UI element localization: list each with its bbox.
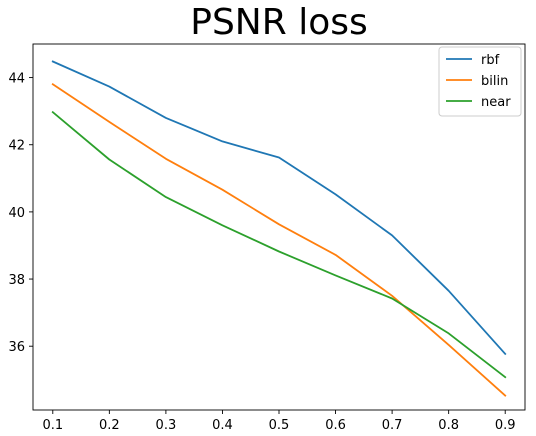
y-tick-label: 44 [8,72,25,87]
y-tick-label: 36 [8,340,25,355]
x-tick-label: 0.2 [99,418,120,432]
plot-area: 0.1 0.2 0.3 0.4 0.5 0.6 0.7 0.8 0.9 36 38 40 42 44 [8,43,526,433]
legend-label-rbf: rbf [481,53,500,68]
x-tick-label: 0.4 [212,418,233,432]
x-tick-label: 0.1 [42,418,63,432]
series-line-rbf [51,60,507,356]
y-tick-label: 42 [8,139,25,154]
legend-label-near: near [481,95,511,110]
y-tick-label: 38 [8,273,25,288]
x-tick-label: 0.9 [495,418,516,432]
x-tick-label: 0.8 [438,418,459,432]
series-line-near [51,110,507,379]
x-tick-label: 0.7 [382,418,403,432]
legend-label-bilin: bilin [481,74,508,89]
legend-box [438,46,522,117]
x-tick-label: 0.3 [156,418,177,432]
legend: rbf bilin near [438,46,522,117]
series-line-bilin [51,83,507,397]
chart-title: PSNR loss [190,2,368,43]
y-tick-label: 40 [8,206,25,221]
x-tick-label: 0.5 [269,418,290,432]
x-tick-label: 0.6 [325,418,346,432]
